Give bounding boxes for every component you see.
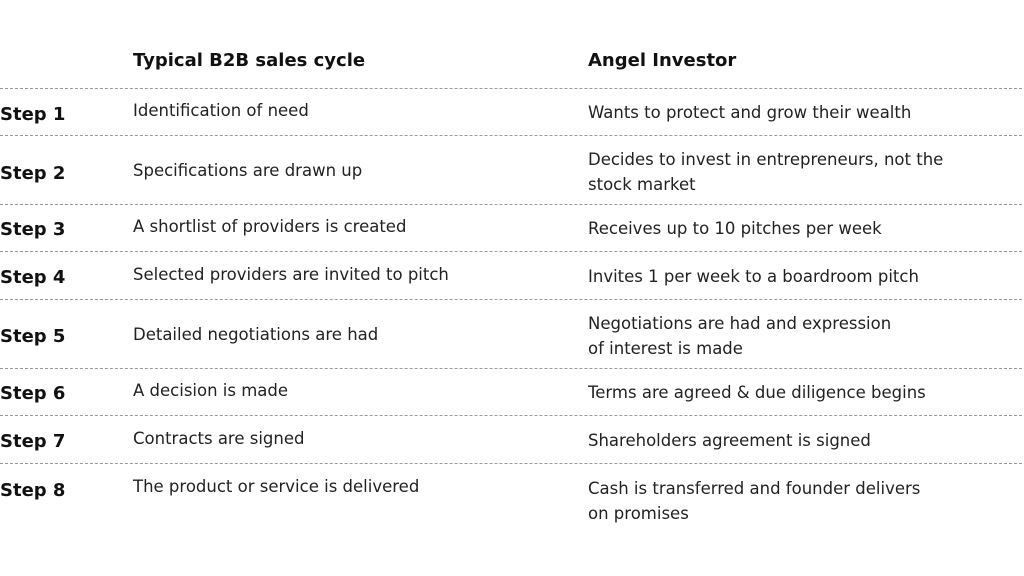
angel-cell: Shareholders agreement is signed: [588, 431, 871, 450]
step-label: Step 4: [0, 267, 66, 288]
angel-cell: Terms are agreed & due diligence begins: [588, 383, 926, 402]
table-row-step-3: Step 3 A shortlist of providers is creat…: [0, 204, 1022, 252]
step-label: Step 3: [0, 219, 66, 240]
step-label: Step 6: [0, 383, 66, 404]
b2b-cell: Detailed negotiations are had: [133, 325, 379, 344]
table-row-step-1: Step 1 Identification of need Wants to p…: [0, 88, 1022, 136]
step-label: Step 7: [0, 431, 66, 452]
table-row-step-7: Step 7 Contracts are signed Shareholders…: [0, 415, 1022, 464]
header-angel-investor: Angel Investor: [588, 50, 737, 71]
b2b-cell: The product or service is delivered: [133, 477, 420, 496]
table-row-step-5: Step 5 Detailed negotiations are had Neg…: [0, 299, 1022, 369]
angel-cell: Decides to invest in entrepreneurs, not …: [588, 150, 944, 194]
b2b-cell: Identification of need: [133, 101, 309, 120]
angel-cell: Invites 1 per week to a boardroom pitch: [588, 267, 919, 286]
table-row-step-6: Step 6 A decision is made Terms are agre…: [0, 368, 1022, 416]
b2b-cell: Specifications are drawn up: [133, 161, 363, 180]
angel-cell: Negotiations are had and expression of i…: [588, 314, 892, 358]
step-label: Step 1: [0, 104, 66, 125]
b2b-cell: A decision is made: [133, 381, 289, 400]
table-row-step-8: Step 8 The product or service is deliver…: [0, 463, 1022, 534]
b2b-cell: Selected providers are invited to pitch: [133, 265, 449, 284]
angel-cell: Cash is transferred and founder delivers…: [588, 479, 921, 523]
table-row-step-2: Step 2 Specifications are drawn up Decid…: [0, 135, 1022, 205]
step-label: Step 5: [0, 326, 66, 347]
step-label: Step 8: [0, 480, 66, 501]
table-row-step-4: Step 4 Selected providers are invited to…: [0, 251, 1022, 300]
b2b-cell: A shortlist of providers is created: [133, 217, 407, 236]
b2b-cell: Contracts are signed: [133, 429, 305, 448]
header-b2b-sales-cycle: Typical B2B sales cycle: [133, 50, 366, 71]
angel-cell: Receives up to 10 pitches per week: [588, 219, 882, 238]
angel-cell: Wants to protect and grow their wealth: [588, 103, 912, 122]
step-label: Step 2: [0, 163, 66, 184]
